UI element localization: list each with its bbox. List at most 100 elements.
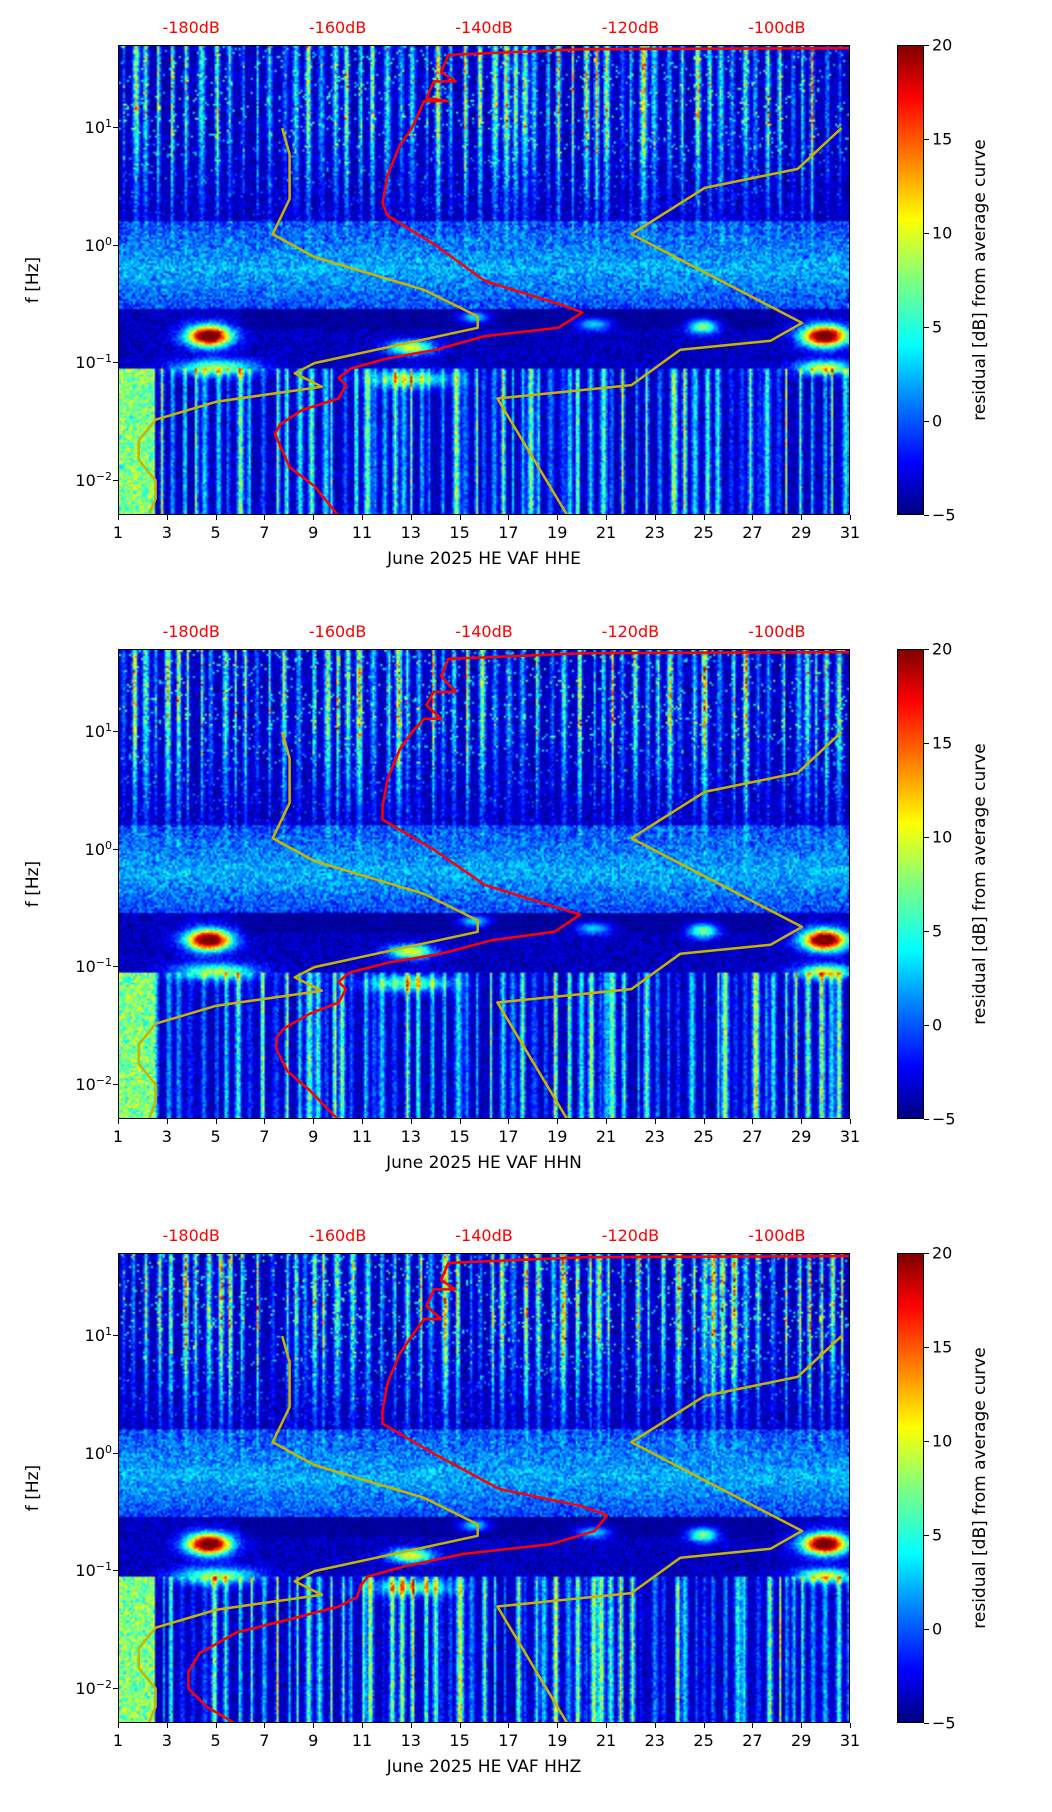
colorbar-tick-label: 10 bbox=[932, 1431, 953, 1451]
x-tick-mark bbox=[459, 1119, 461, 1124]
x-tick-mark bbox=[215, 515, 217, 520]
x-tick-label: 31 bbox=[839, 1127, 861, 1146]
x-tick-mark bbox=[850, 1119, 851, 1124]
x-tick-label: 31 bbox=[839, 1731, 861, 1750]
x-tick-label: 9 bbox=[308, 1731, 319, 1750]
x-tick-label: 11 bbox=[351, 523, 373, 542]
colorbar-tick-label: 0 bbox=[932, 1619, 943, 1639]
y-tick-base: 10 bbox=[84, 722, 105, 742]
colorbar bbox=[897, 1253, 924, 1723]
spectrogram-panel: 1 3 5 7 9 11 13 15 17 19 21 23 25 27 29 31 10−2 10−1 100 10… bbox=[0, 0, 1052, 604]
colorbar-tick-mark bbox=[924, 1723, 929, 1724]
x-tick-label: 23 bbox=[644, 1731, 665, 1750]
x-tick-label: 3 bbox=[161, 1731, 172, 1750]
average-curve bbox=[275, 650, 849, 1118]
x-tick-mark bbox=[606, 515, 607, 520]
colorbar-tick-mark bbox=[924, 139, 929, 140]
x-tick-label: 13 bbox=[400, 1127, 421, 1146]
x-tick-mark bbox=[703, 1119, 705, 1124]
nlnm-curve bbox=[137, 731, 479, 1118]
average-curve bbox=[273, 46, 849, 514]
y-tick-mark bbox=[113, 848, 118, 850]
colorbar bbox=[897, 649, 924, 1119]
x-axis-label: June 2025 HE VAF HHN bbox=[386, 1153, 582, 1173]
x-tick-mark bbox=[313, 515, 315, 520]
y-tick-exponent: −1 bbox=[95, 351, 112, 365]
x-tick-label: 19 bbox=[547, 1731, 568, 1750]
x-tick-mark bbox=[654, 515, 656, 520]
y-tick-mark bbox=[113, 1452, 118, 1454]
colorbar-tick-mark bbox=[924, 1025, 929, 1026]
y-tick-mark bbox=[113, 362, 118, 364]
y-tick-base: 10 bbox=[84, 1443, 105, 1463]
x-tick-mark bbox=[264, 515, 266, 520]
average-curve bbox=[187, 1254, 849, 1722]
x-tick-mark bbox=[654, 1723, 656, 1728]
x-tick-mark bbox=[215, 1723, 217, 1728]
colorbar-tick-label: 15 bbox=[932, 129, 953, 149]
nlnm-curve bbox=[137, 127, 479, 514]
x-tick-label: 1 bbox=[112, 1127, 124, 1146]
spectrogram-panel: 1 3 5 7 9 11 13 15 17 19 21 23 25 27 29 31 10−2 10−1 100 10… bbox=[0, 1208, 1052, 1812]
colorbar-tick-mark bbox=[924, 743, 929, 744]
y-tick-label: 100 bbox=[85, 234, 112, 254]
colorbar bbox=[897, 45, 924, 515]
y-tick-base: 10 bbox=[75, 470, 96, 490]
x-tick-label: 27 bbox=[742, 1731, 763, 1750]
x-tick-label: 15 bbox=[449, 523, 470, 542]
y-tick-exponent: −2 bbox=[95, 1677, 112, 1691]
x-tick-label: 17 bbox=[498, 523, 519, 542]
y-tick-label: 100 bbox=[85, 1442, 112, 1462]
x-tick-mark bbox=[362, 1119, 363, 1124]
x-tick-label: 23 bbox=[644, 523, 665, 542]
x-tick-mark bbox=[508, 515, 510, 520]
y-tick-label: 10−1 bbox=[75, 956, 112, 976]
x-tick-label: 11 bbox=[351, 1127, 373, 1146]
colorbar-tick-mark bbox=[924, 45, 929, 46]
top-db-tick-label: -120dB bbox=[601, 1226, 660, 1245]
x-tick-mark bbox=[362, 515, 363, 520]
x-tick-mark bbox=[362, 1723, 363, 1728]
y-tick-exponent: −2 bbox=[95, 469, 112, 483]
y-tick-mark bbox=[113, 244, 118, 246]
spectrogram-heatmap bbox=[119, 1254, 849, 1722]
y-tick-exponent: 0 bbox=[105, 838, 112, 852]
x-tick-label: 3 bbox=[161, 523, 172, 542]
top-db-tick-label: -120dB bbox=[601, 622, 660, 641]
x-tick-mark bbox=[752, 515, 754, 520]
colorbar-tick-label: 0 bbox=[932, 1015, 943, 1035]
colorbar-tick-label: −5 bbox=[932, 505, 956, 525]
curves-overlay bbox=[137, 650, 849, 1118]
x-tick-mark bbox=[508, 1723, 510, 1728]
x-tick-mark bbox=[606, 1119, 607, 1124]
colorbar-tick-label: 20 bbox=[932, 35, 953, 55]
top-db-tick-label: -100dB bbox=[748, 1226, 806, 1245]
top-db-tick-label: -120dB bbox=[601, 18, 660, 37]
x-tick-label: 17 bbox=[498, 1127, 519, 1146]
nhnm-curve bbox=[496, 731, 843, 1118]
curves-overlay bbox=[137, 1254, 849, 1722]
x-tick-mark bbox=[557, 515, 559, 520]
y-tick-exponent: 1 bbox=[105, 720, 112, 734]
x-tick-label: 7 bbox=[259, 1731, 270, 1750]
y-tick-label: 101 bbox=[85, 1325, 112, 1345]
x-tick-mark bbox=[801, 1119, 803, 1124]
colorbar-tick-mark bbox=[924, 1441, 929, 1442]
colorbar-tick-label: 15 bbox=[932, 1337, 953, 1357]
x-tick-mark bbox=[557, 1119, 559, 1124]
y-tick-mark bbox=[113, 966, 118, 968]
y-tick-exponent: 0 bbox=[105, 1442, 112, 1456]
top-db-tick-label: -160dB bbox=[308, 1226, 367, 1245]
x-tick-mark bbox=[508, 1119, 510, 1124]
x-tick-mark bbox=[410, 1119, 412, 1124]
x-tick-label: 31 bbox=[839, 523, 861, 542]
y-tick-exponent: 0 bbox=[105, 234, 112, 248]
x-tick-mark bbox=[752, 1723, 754, 1728]
top-db-tick-label: -180dB bbox=[162, 18, 220, 37]
y-tick-exponent: 1 bbox=[105, 116, 112, 130]
colorbar-tick-label: −5 bbox=[932, 1109, 956, 1129]
colorbar-tick-label: 20 bbox=[932, 1243, 953, 1263]
y-axis-label: f [Hz] bbox=[23, 1464, 43, 1512]
y-tick-mark bbox=[113, 1335, 118, 1337]
y-tick-label: 10−2 bbox=[75, 1677, 112, 1697]
